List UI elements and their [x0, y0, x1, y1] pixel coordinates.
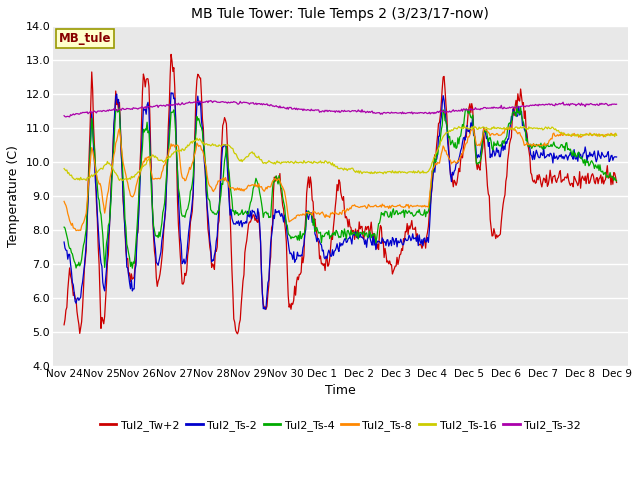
X-axis label: Time: Time: [325, 384, 356, 397]
Tul2_Ts-8: [72, 228, 80, 233]
Tul2_Ts-4: [387, 209, 394, 215]
Tul2_Ts-8: [430, 165, 438, 170]
Tul2_Ts-32: [60, 113, 68, 119]
Tul2_Ts-2: [478, 142, 486, 148]
Tul2_Ts-32: [388, 109, 396, 115]
Tul2_Ts-2: [612, 154, 620, 160]
Line: Tul2_Ts-2: Tul2_Ts-2: [64, 93, 616, 310]
Tul2_Ts-8: [506, 124, 513, 130]
Tul2_Ts-2: [158, 238, 166, 244]
Tul2_Ts-2: [60, 239, 68, 245]
Legend: Tul2_Tw+2, Tul2_Ts-2, Tul2_Ts-4, Tul2_Ts-8, Tul2_Ts-16, Tul2_Ts-32: Tul2_Tw+2, Tul2_Ts-2, Tul2_Ts-4, Tul2_Ts…: [95, 416, 586, 435]
Tul2_Ts-16: [60, 166, 68, 171]
Tul2_Ts-8: [387, 205, 394, 211]
Tul2_Ts-4: [159, 210, 166, 216]
Tul2_Ts-16: [203, 141, 211, 147]
Tul2_Ts-2: [261, 307, 269, 312]
Tul2_Tw+2: [388, 262, 396, 267]
Tul2_Ts-16: [478, 125, 486, 131]
Tul2_Ts-16: [311, 159, 319, 165]
Tul2_Tw+2: [234, 331, 241, 336]
Line: Tul2_Ts-16: Tul2_Ts-16: [64, 126, 616, 180]
Text: MB_tule: MB_tule: [59, 32, 111, 45]
Line: Tul2_Ts-8: Tul2_Ts-8: [64, 127, 616, 230]
Tul2_Ts-8: [477, 139, 485, 145]
Tul2_Ts-4: [612, 178, 620, 184]
Tul2_Ts-2: [312, 233, 320, 239]
Tul2_Ts-4: [477, 155, 485, 161]
Tul2_Ts-32: [203, 98, 211, 104]
Tul2_Ts-2: [388, 243, 396, 249]
Tul2_Tw+2: [431, 152, 438, 157]
Line: Tul2_Ts-32: Tul2_Ts-32: [64, 100, 616, 117]
Tul2_Ts-32: [312, 107, 320, 113]
Y-axis label: Temperature (C): Temperature (C): [7, 145, 20, 247]
Tul2_Ts-2: [431, 169, 438, 175]
Tul2_Ts-4: [203, 187, 211, 192]
Tul2_Ts-32: [62, 114, 70, 120]
Tul2_Tw+2: [478, 150, 486, 156]
Tul2_Ts-4: [60, 224, 68, 230]
Tul2_Ts-32: [478, 106, 486, 112]
Tul2_Ts-16: [159, 158, 166, 164]
Tul2_Ts-16: [387, 169, 394, 175]
Line: Tul2_Tw+2: Tul2_Tw+2: [64, 54, 616, 334]
Tul2_Ts-8: [159, 168, 166, 173]
Tul2_Ts-32: [431, 109, 438, 115]
Tul2_Ts-4: [311, 228, 319, 234]
Tul2_Ts-16: [83, 178, 90, 183]
Tul2_Ts-16: [612, 132, 620, 138]
Tul2_Ts-32: [207, 97, 214, 103]
Line: Tul2_Ts-4: Tul2_Ts-4: [64, 106, 616, 268]
Title: MB Tule Tower: Tule Temps 2 (3/23/17-now): MB Tule Tower: Tule Temps 2 (3/23/17-now…: [191, 7, 489, 21]
Tul2_Tw+2: [167, 51, 175, 57]
Tul2_Ts-8: [311, 209, 319, 215]
Tul2_Ts-2: [167, 90, 175, 96]
Tul2_Ts-8: [612, 132, 620, 138]
Tul2_Tw+2: [158, 256, 166, 262]
Tul2_Ts-4: [129, 265, 136, 271]
Tul2_Tw+2: [203, 204, 211, 210]
Tul2_Ts-4: [513, 103, 521, 108]
Tul2_Tw+2: [312, 226, 320, 231]
Tul2_Ts-8: [60, 199, 68, 204]
Tul2_Ts-4: [430, 160, 438, 166]
Tul2_Ts-32: [159, 103, 166, 108]
Tul2_Ts-16: [461, 123, 468, 129]
Tul2_Ts-8: [203, 172, 211, 178]
Tul2_Ts-16: [430, 154, 438, 160]
Tul2_Tw+2: [612, 180, 620, 185]
Tul2_Tw+2: [60, 322, 68, 328]
Tul2_Ts-32: [612, 101, 620, 107]
Tul2_Ts-2: [203, 203, 211, 208]
